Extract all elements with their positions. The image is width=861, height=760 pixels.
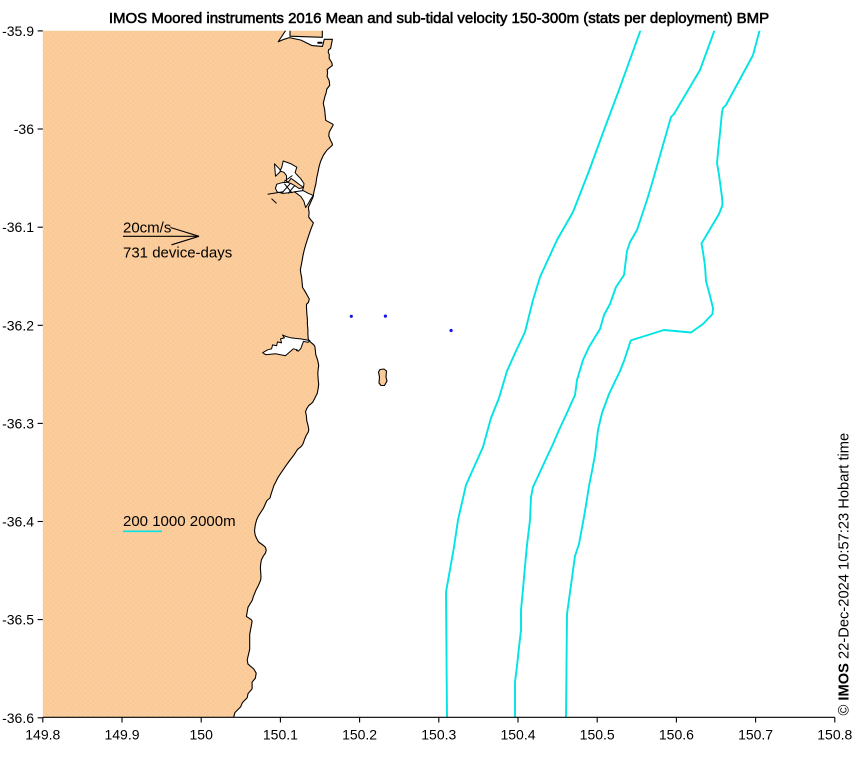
svg-text:-36.6: -36.6: [2, 710, 34, 726]
svg-text:-35.9: -35.9: [2, 23, 34, 39]
svg-text:150: 150: [190, 727, 214, 743]
svg-text:-36.1: -36.1: [2, 219, 34, 235]
svg-text:-36.5: -36.5: [2, 612, 34, 628]
svg-text:150.8: 150.8: [817, 727, 852, 743]
svg-text:150.2: 150.2: [342, 727, 377, 743]
svg-text:20cm/s: 20cm/s: [123, 220, 171, 237]
svg-text:-36.2: -36.2: [2, 317, 34, 333]
svg-text:150.3: 150.3: [421, 727, 456, 743]
svg-text:150.4: 150.4: [500, 727, 535, 743]
svg-text:IMOS Moored instruments 2016 M: IMOS Moored instruments 2016 Mean and su…: [109, 10, 769, 27]
svg-text:200 1000 2000m: 200 1000 2000m: [123, 513, 236, 530]
svg-text:150.5: 150.5: [580, 727, 615, 743]
svg-text:-36.4: -36.4: [2, 514, 34, 530]
svg-text:© IMOS 22-Dec-2024 10:57:23 Ho: © IMOS 22-Dec-2024 10:57:23 Hobart time: [837, 433, 853, 716]
svg-text:149.8: 149.8: [25, 727, 60, 743]
svg-text:150.6: 150.6: [659, 727, 694, 743]
svg-text:-36.3: -36.3: [2, 415, 34, 431]
svg-text:149.9: 149.9: [104, 727, 139, 743]
svg-text:-36: -36: [14, 121, 34, 137]
svg-text:150.7: 150.7: [738, 727, 773, 743]
svg-text:731 device-days: 731 device-days: [123, 245, 232, 262]
svg-text:150.1: 150.1: [263, 727, 298, 743]
